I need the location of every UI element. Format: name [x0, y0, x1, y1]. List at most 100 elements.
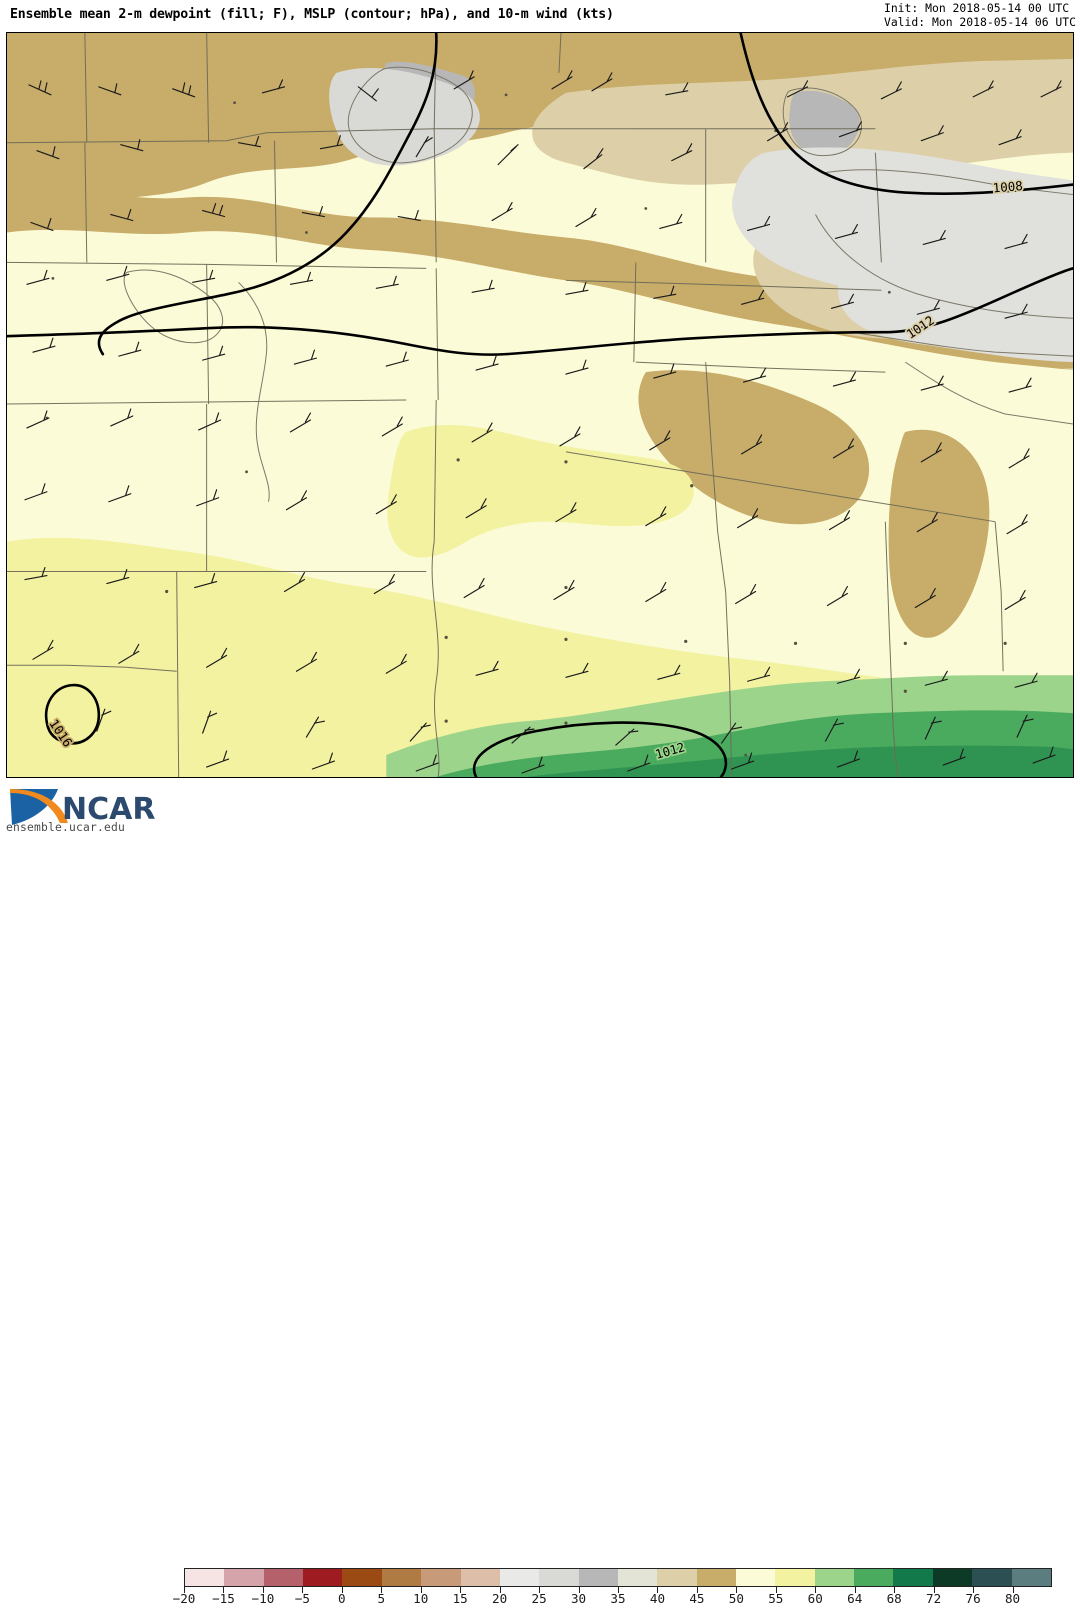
map-panel[interactable]: 1008 1012 1012 1016	[6, 32, 1074, 778]
colorbar-swatch	[342, 1569, 382, 1586]
colorbar-tick-label: 50	[728, 1591, 744, 1606]
wind-barb	[665, 82, 689, 96]
wind-barb	[24, 566, 48, 581]
wind-barb	[553, 579, 575, 601]
mslp-contours	[7, 33, 1073, 777]
wind-barb	[834, 223, 858, 240]
wind-barb	[194, 572, 218, 589]
colorbar-tick-label: 25	[531, 1591, 547, 1606]
wind-barb	[1040, 80, 1062, 98]
wind-barb	[645, 506, 667, 527]
colorbar-swatch	[775, 1569, 815, 1586]
wind-barb	[747, 215, 771, 232]
wind-barb	[192, 269, 216, 283]
colorbar-tick-label: 60	[807, 1591, 823, 1606]
wind-barb	[737, 508, 759, 529]
contour-1012	[7, 267, 1073, 356]
footer-bar: NCAR ensemble.ucar.edu −20 −15 −10 −5 0 5 10 15…	[0, 781, 1080, 1606]
wind-barb	[836, 750, 860, 768]
colorbar-tick-label: 20	[492, 1591, 508, 1606]
logo-orange-arc	[10, 789, 68, 823]
wind-barb	[96, 708, 112, 732]
colorbar-swatch	[696, 1569, 737, 1586]
wind-barb	[645, 581, 667, 603]
logo-url[interactable]: ensemble.ucar.edu	[6, 821, 126, 834]
wind-barb	[521, 756, 545, 774]
colorbar-swatch	[932, 1569, 973, 1586]
wind-barb	[555, 502, 577, 523]
wind-barb	[649, 430, 671, 451]
wind-barb	[942, 748, 966, 766]
wind-barb	[1004, 233, 1028, 249]
wind-barb	[920, 375, 944, 391]
colorbar-swatch	[303, 1569, 343, 1586]
wind-barb	[920, 125, 944, 142]
colorbar-tick-label: 76	[965, 1591, 981, 1606]
header-bar: Ensemble mean 2-m dewpoint (fill; F), MS…	[0, 0, 1080, 30]
wind-barb	[397, 209, 421, 222]
wind-barb	[565, 662, 589, 678]
wind-barb	[32, 337, 56, 353]
wind-barb	[828, 510, 850, 531]
wind-barb	[838, 121, 862, 138]
colorbar-swatch	[381, 1569, 422, 1586]
wind-barb	[415, 136, 433, 158]
wind-barb	[26, 410, 50, 429]
colorbar-tick-label: 45	[689, 1591, 705, 1606]
wind-barb	[118, 643, 140, 664]
wind-barb	[786, 80, 809, 98]
wind-barb	[415, 754, 439, 772]
wind-barb	[491, 201, 513, 222]
wind-barb	[357, 86, 379, 102]
wind-barb	[832, 371, 856, 387]
wind-barb	[914, 587, 936, 609]
wind-barb	[289, 271, 314, 285]
wind-barb	[172, 82, 196, 98]
init-time: Init: Mon 2018-05-14 00 UTC	[883, 1, 1070, 15]
wind-barb	[824, 718, 845, 742]
wind-barb	[653, 363, 677, 379]
ncar-logo[interactable]: NCAR	[6, 783, 166, 831]
wind-barb	[836, 668, 860, 684]
wind-barb	[747, 666, 771, 682]
colorbar-tick-label: −15	[212, 1591, 235, 1606]
logo-wordmark: NCAR	[62, 792, 155, 827]
wind-barb	[1008, 448, 1030, 469]
colorbar-swatch	[421, 1569, 461, 1586]
fill-band-55	[387, 425, 694, 558]
wind-barb	[261, 79, 286, 94]
wind-barb	[202, 710, 218, 734]
colorbar-labels: −20 −15 −10 −5 0 5 10 15 20 25 30 35 40 45 50 55 60 64 68 7…	[0, 1591, 1080, 1611]
wind-barb	[766, 122, 789, 142]
wind-barb	[475, 355, 499, 371]
colorbar-tick-label: −5	[294, 1591, 310, 1606]
contour-1016	[44, 683, 101, 745]
wind-barb	[559, 426, 581, 447]
wind-barb	[26, 269, 50, 285]
colorbar-swatch	[578, 1569, 618, 1586]
wind-barb	[1004, 589, 1026, 611]
colorbar-swatch	[263, 1569, 304, 1586]
wind-barb	[830, 293, 854, 309]
colorbar-tick-label: 68	[886, 1591, 902, 1606]
wind-barb	[295, 651, 317, 672]
wind-barb	[1008, 377, 1032, 393]
fill-band-30-b	[732, 147, 1073, 301]
wind-barb	[409, 722, 431, 742]
colorbar-swatch	[617, 1569, 658, 1586]
wind-barb	[196, 489, 220, 507]
wind-barb	[1032, 746, 1056, 764]
wind-barb	[385, 351, 409, 367]
wind-barb	[922, 229, 946, 246]
wind-barb	[880, 81, 902, 100]
map-canvas[interactable]: 1008 1012 1012 1016	[7, 33, 1073, 777]
wind-barb	[741, 289, 765, 305]
contour-1008-b	[739, 33, 1073, 195]
wind-barb	[118, 341, 142, 357]
colorbar	[184, 1568, 1052, 1587]
colorbar-tick-label: 40	[649, 1591, 666, 1606]
wind-barb	[671, 143, 693, 162]
wind-barb	[202, 202, 226, 218]
wind-barb	[36, 146, 60, 160]
